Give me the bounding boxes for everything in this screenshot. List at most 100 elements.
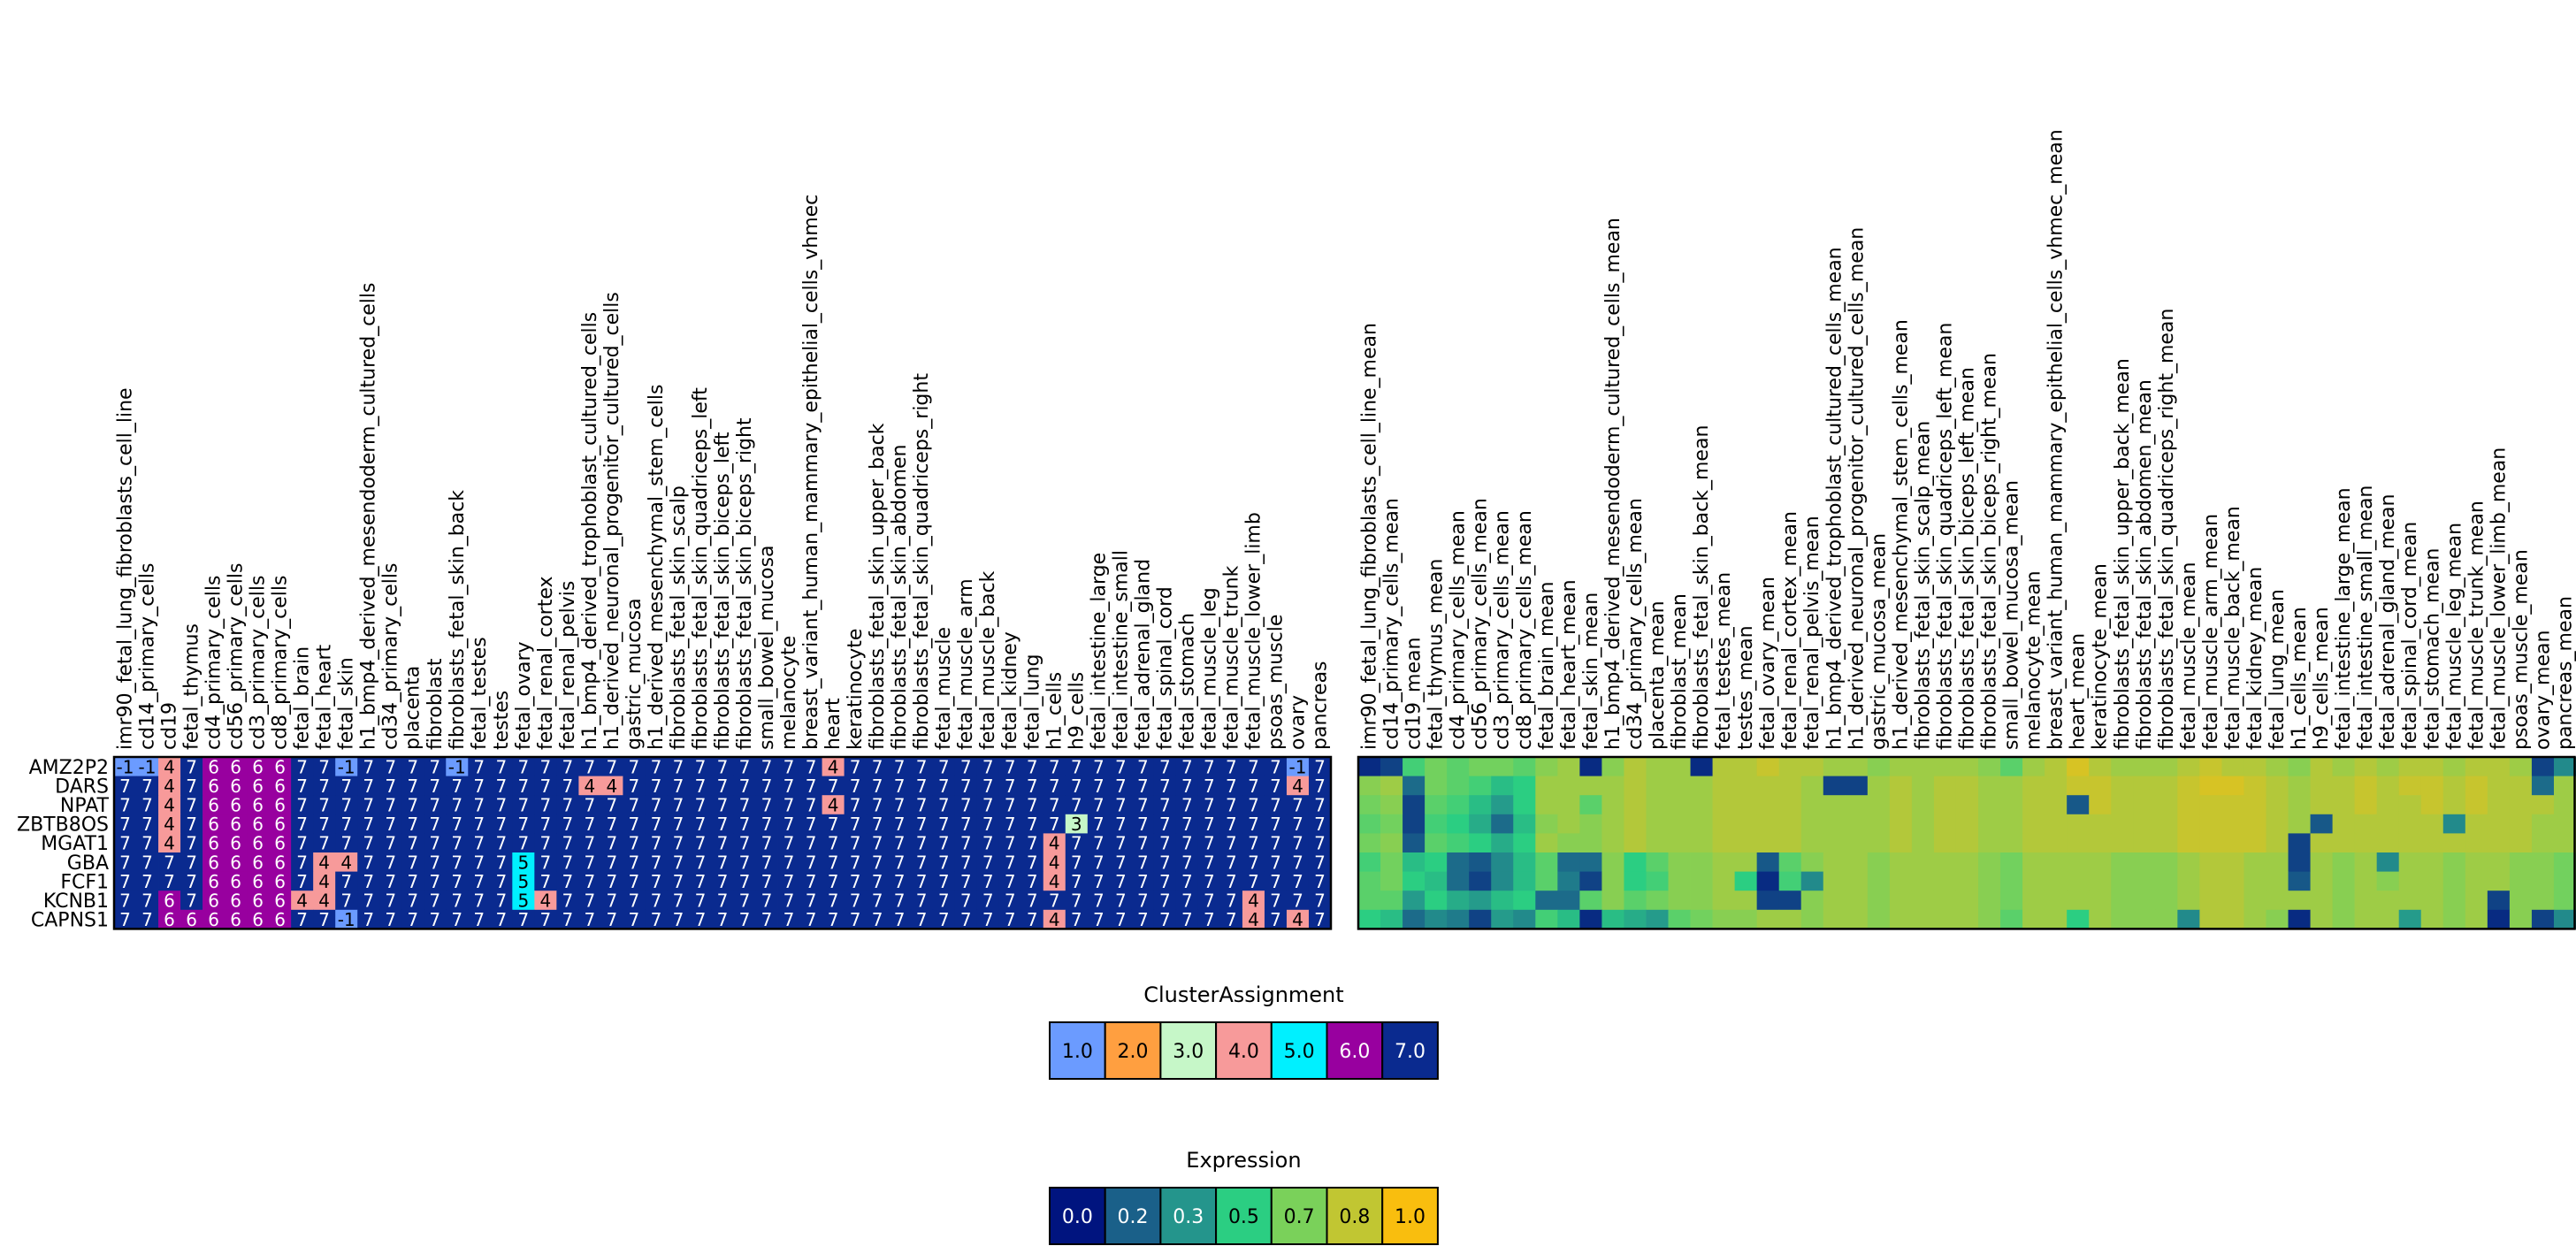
heatmap-cell bbox=[1712, 833, 1736, 853]
heatmap-cell bbox=[711, 871, 734, 891]
cell-value: 7 bbox=[938, 871, 950, 892]
heatmap-cell bbox=[1087, 757, 1111, 776]
column-label: melanocyte_mean bbox=[2023, 570, 2045, 750]
cell-value: 7 bbox=[916, 795, 928, 816]
cell-value: 7 bbox=[695, 776, 707, 797]
column-label: fetal_heart_mean bbox=[1558, 579, 1580, 750]
heatmap-cell bbox=[1889, 757, 1913, 776]
cell-value: 7 bbox=[385, 814, 396, 835]
row-label: KCNB1 bbox=[43, 891, 109, 913]
heatmap-cell bbox=[1447, 852, 1470, 872]
heatmap-cell bbox=[1823, 757, 1846, 776]
heatmap-cell bbox=[180, 833, 203, 853]
heatmap-cell bbox=[247, 909, 270, 929]
cell-value: 7 bbox=[739, 814, 751, 835]
heatmap-cell bbox=[269, 909, 292, 929]
heatmap-cell bbox=[1978, 814, 2001, 834]
cell-value: 7 bbox=[673, 852, 684, 873]
heatmap-cell bbox=[1403, 833, 1426, 853]
heatmap-cell bbox=[1845, 871, 1869, 891]
heatmap-cell bbox=[556, 757, 579, 776]
heatmap-cell bbox=[1800, 909, 1824, 929]
heatmap-cell bbox=[2398, 909, 2422, 929]
cell-value: 6 bbox=[230, 776, 241, 797]
heatmap-cell bbox=[203, 833, 225, 853]
heatmap-cell bbox=[247, 833, 270, 853]
column-label: fetal_muscle_lower_limb_mean bbox=[2488, 447, 2510, 750]
cell-value: 7 bbox=[651, 795, 662, 816]
heatmap-cell bbox=[1690, 757, 1713, 776]
cell-value: 7 bbox=[850, 852, 861, 873]
cell-value: 6 bbox=[274, 871, 286, 892]
heatmap-cell bbox=[2310, 814, 2333, 834]
heatmap-cell bbox=[1175, 871, 1199, 891]
heatmap-cell bbox=[2177, 891, 2200, 911]
heatmap-cell bbox=[645, 776, 668, 796]
heatmap-cell bbox=[1955, 891, 1979, 911]
column-label: fetal_renal_cortex_mean bbox=[1779, 511, 1801, 750]
heatmap-cell bbox=[1624, 871, 1647, 891]
heatmap-cell bbox=[2199, 833, 2222, 853]
heatmap-cell bbox=[1358, 909, 1381, 929]
heatmap-cell bbox=[1513, 871, 1536, 891]
cell-value: 7 bbox=[739, 852, 751, 873]
heatmap-cell bbox=[2553, 852, 2576, 872]
cell-value: 7 bbox=[495, 795, 507, 816]
cluster-column-labels: imr90_fetal_lung_fibroblasts_cell_line cd… bbox=[115, 195, 1332, 750]
heatmap-cell bbox=[2243, 833, 2266, 853]
heatmap-cell bbox=[203, 891, 225, 911]
heatmap-cell bbox=[667, 795, 690, 815]
cell-value: 7 bbox=[938, 795, 950, 816]
heatmap-cell bbox=[1601, 814, 1624, 834]
heatmap-cell bbox=[158, 891, 181, 911]
heatmap-cell bbox=[534, 891, 557, 911]
heatmap-cell bbox=[180, 852, 203, 872]
cell-value: 6 bbox=[208, 833, 219, 854]
column-label: pancreas bbox=[1309, 661, 1331, 750]
heatmap-cell bbox=[468, 776, 491, 796]
cell-value: 7 bbox=[119, 833, 131, 854]
heatmap-cell bbox=[2000, 852, 2023, 872]
column-label: fetal_stomach bbox=[1176, 613, 1198, 750]
heatmap-cell bbox=[1403, 909, 1426, 929]
heatmap-cell bbox=[335, 757, 358, 776]
heatmap-cell bbox=[1955, 852, 1979, 872]
heatmap-cell bbox=[401, 871, 424, 891]
heatmap-cell bbox=[1380, 833, 1403, 853]
heatmap-cell bbox=[1734, 891, 1758, 911]
heatmap-cell bbox=[1867, 909, 1891, 929]
heatmap-cell bbox=[623, 833, 646, 853]
heatmap-cell bbox=[777, 891, 800, 911]
heatmap-cell bbox=[1175, 814, 1199, 834]
heatmap-cell bbox=[1955, 814, 1979, 834]
cell-value: 6 bbox=[274, 909, 286, 930]
column-label: h1_bmp4_derived_trophoblast_cultured_cel… bbox=[1823, 247, 1846, 750]
heatmap-cell bbox=[1867, 852, 1891, 872]
cell-value: 7 bbox=[651, 891, 662, 912]
heatmap-cell bbox=[1020, 852, 1044, 872]
heatmap-cell bbox=[600, 891, 623, 911]
heatmap-cell bbox=[2022, 757, 2045, 776]
cell-value: 7 bbox=[982, 756, 994, 777]
heatmap-cell bbox=[844, 776, 868, 796]
cell-value: 4 bbox=[539, 891, 551, 912]
heatmap-cell bbox=[1579, 795, 1602, 815]
heatmap-cell bbox=[623, 871, 646, 891]
heatmap-cell bbox=[379, 833, 402, 853]
heatmap-cell bbox=[180, 891, 203, 911]
column-label: fetal_muscle_back_mean bbox=[2222, 506, 2244, 750]
heatmap-cell bbox=[822, 795, 845, 815]
heatmap-cell bbox=[1491, 757, 1514, 776]
heatmap-cell bbox=[1043, 833, 1066, 853]
heatmap-cell bbox=[1065, 757, 1089, 776]
heatmap-cell bbox=[534, 795, 557, 815]
cell-value: 7 bbox=[673, 795, 684, 816]
cell-value: 7 bbox=[1204, 871, 1215, 892]
cell-value: 7 bbox=[607, 833, 618, 854]
heatmap-cell bbox=[379, 776, 402, 796]
heatmap-cell bbox=[357, 795, 380, 815]
heatmap-cell bbox=[1197, 776, 1221, 796]
heatmap-cell bbox=[1425, 757, 1448, 776]
heatmap-cell bbox=[1219, 871, 1243, 891]
heatmap-cell bbox=[799, 852, 822, 872]
